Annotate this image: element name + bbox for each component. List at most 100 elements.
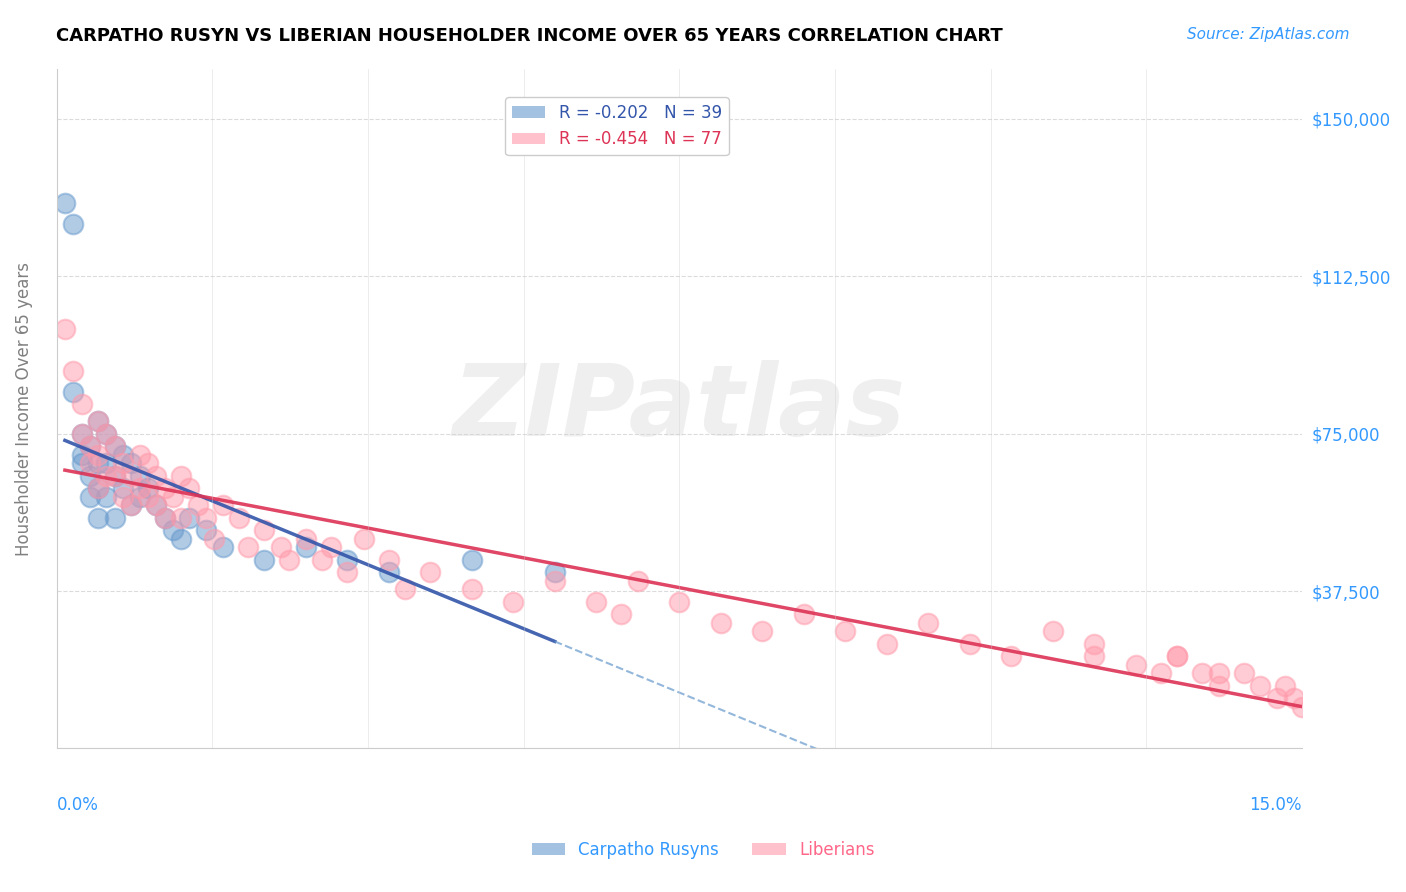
Point	[311, 552, 333, 566]
Point	[170, 532, 193, 546]
Point	[1208, 665, 1230, 680]
Point	[1191, 665, 1213, 680]
Point	[793, 607, 815, 622]
Point	[610, 607, 633, 622]
Point	[104, 439, 127, 453]
Point	[876, 636, 898, 650]
Point	[70, 456, 93, 470]
Point	[336, 565, 359, 579]
Point	[104, 468, 127, 483]
Point	[87, 456, 110, 470]
Point	[70, 426, 93, 441]
Point	[336, 552, 359, 566]
Point	[162, 490, 184, 504]
Point	[112, 456, 135, 470]
Point	[668, 594, 690, 608]
Point	[1083, 636, 1105, 650]
Point	[228, 510, 250, 524]
Point	[153, 510, 176, 524]
Point	[79, 439, 101, 453]
Point	[120, 498, 142, 512]
Point	[79, 439, 101, 453]
Point	[419, 565, 441, 579]
Point	[79, 490, 101, 504]
Point	[1291, 699, 1313, 714]
Point	[211, 498, 233, 512]
Point	[87, 414, 110, 428]
Point	[87, 481, 110, 495]
Point	[145, 468, 167, 483]
Point	[104, 439, 127, 453]
Point	[1274, 679, 1296, 693]
Point	[211, 540, 233, 554]
Point	[959, 636, 981, 650]
Point	[70, 426, 93, 441]
Text: Source: ZipAtlas.com: Source: ZipAtlas.com	[1187, 27, 1350, 42]
Point	[195, 510, 218, 524]
Point	[79, 456, 101, 470]
Text: 0.0%: 0.0%	[56, 796, 98, 814]
Point	[62, 364, 84, 378]
Point	[1282, 691, 1305, 706]
Text: ZIPatlas: ZIPatlas	[453, 360, 905, 457]
Point	[179, 510, 201, 524]
Point	[294, 540, 316, 554]
Point	[377, 565, 399, 579]
Point	[162, 523, 184, 537]
Point	[1150, 665, 1173, 680]
Point	[62, 217, 84, 231]
Point	[96, 426, 118, 441]
Point	[319, 540, 342, 554]
Point	[460, 582, 482, 596]
Point	[120, 468, 142, 483]
Point	[502, 594, 524, 608]
Point	[170, 510, 193, 524]
Point	[96, 426, 118, 441]
Point	[87, 481, 110, 495]
Point	[1249, 679, 1271, 693]
Point	[70, 397, 93, 411]
Point	[87, 448, 110, 462]
Point	[394, 582, 416, 596]
Point	[128, 490, 150, 504]
Point	[1125, 657, 1147, 672]
Point	[96, 468, 118, 483]
Point	[270, 540, 292, 554]
Point	[128, 481, 150, 495]
Point	[1265, 691, 1288, 706]
Point	[1166, 649, 1188, 664]
Point	[120, 456, 142, 470]
Point	[136, 481, 159, 495]
Point	[79, 468, 101, 483]
Point	[153, 510, 176, 524]
Text: CARPATHO RUSYN VS LIBERIAN HOUSEHOLDER INCOME OVER 65 YEARS CORRELATION CHART: CARPATHO RUSYN VS LIBERIAN HOUSEHOLDER I…	[56, 27, 1002, 45]
Point	[278, 552, 301, 566]
Point	[145, 498, 167, 512]
Point	[236, 540, 259, 554]
Point	[1208, 679, 1230, 693]
Point	[112, 448, 135, 462]
Point	[1233, 665, 1256, 680]
Point	[544, 565, 567, 579]
Point	[53, 195, 76, 210]
Point	[917, 615, 939, 630]
Legend: Carpatho Rusyns, Liberians: Carpatho Rusyns, Liberians	[524, 835, 882, 866]
Point	[153, 481, 176, 495]
Point	[104, 510, 127, 524]
Point	[136, 490, 159, 504]
Point	[195, 523, 218, 537]
Point	[253, 523, 276, 537]
Point	[179, 481, 201, 495]
Point	[70, 448, 93, 462]
Point	[128, 448, 150, 462]
Point	[377, 552, 399, 566]
Point	[460, 552, 482, 566]
Point	[87, 510, 110, 524]
Point	[1166, 649, 1188, 664]
Point	[104, 468, 127, 483]
Point	[170, 468, 193, 483]
Point	[1042, 624, 1064, 638]
Legend: R = -0.202   N = 39, R = -0.454   N = 77: R = -0.202 N = 39, R = -0.454 N = 77	[505, 97, 728, 155]
Point	[96, 490, 118, 504]
Point	[112, 481, 135, 495]
